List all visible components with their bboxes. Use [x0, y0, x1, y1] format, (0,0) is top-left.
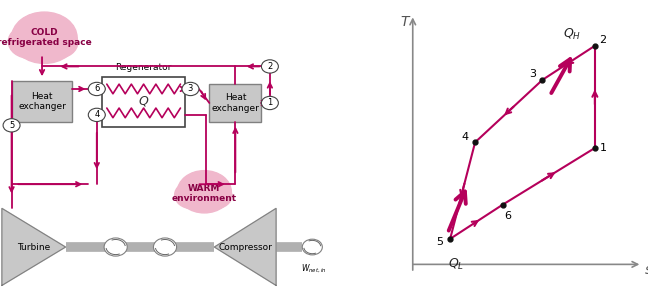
Text: WARM
environment: WARM environment	[172, 184, 237, 203]
Text: T: T	[400, 14, 409, 29]
Circle shape	[8, 25, 51, 58]
Circle shape	[19, 13, 59, 44]
Circle shape	[88, 108, 105, 121]
Circle shape	[184, 172, 216, 197]
Text: Regenerator: Regenerator	[115, 63, 172, 72]
Polygon shape	[214, 208, 276, 285]
Text: 2: 2	[267, 62, 273, 71]
Text: 3: 3	[188, 85, 193, 94]
Circle shape	[32, 14, 71, 44]
Text: s: s	[645, 263, 648, 277]
Text: 1: 1	[600, 143, 607, 153]
FancyBboxPatch shape	[102, 77, 185, 127]
Text: Compressor: Compressor	[218, 243, 272, 252]
Text: 1: 1	[267, 98, 273, 108]
Circle shape	[261, 60, 279, 73]
Circle shape	[154, 238, 177, 256]
FancyBboxPatch shape	[12, 81, 73, 122]
Circle shape	[194, 173, 226, 197]
Circle shape	[175, 181, 210, 209]
Circle shape	[88, 82, 105, 96]
Circle shape	[104, 238, 127, 256]
Text: Q: Q	[139, 95, 148, 108]
Circle shape	[12, 12, 77, 63]
Circle shape	[261, 96, 279, 110]
Text: 4: 4	[94, 110, 99, 119]
Text: $Q_L$: $Q_L$	[448, 257, 465, 272]
Circle shape	[302, 239, 322, 255]
Text: Heat
exchanger: Heat exchanger	[211, 93, 259, 113]
Text: 4: 4	[461, 132, 469, 142]
Text: 5: 5	[437, 237, 444, 247]
Circle shape	[198, 182, 232, 209]
Text: 2: 2	[599, 35, 606, 45]
Circle shape	[178, 171, 231, 213]
Text: 5: 5	[9, 121, 14, 130]
Polygon shape	[2, 208, 65, 285]
Text: $W_{net,in}$: $W_{net,in}$	[301, 263, 327, 275]
FancyBboxPatch shape	[209, 84, 261, 122]
Text: 6: 6	[94, 85, 99, 94]
Text: $Q_H$: $Q_H$	[563, 27, 581, 42]
Circle shape	[182, 82, 199, 96]
Text: Turbine: Turbine	[17, 243, 51, 252]
Text: Heat
exchanger: Heat exchanger	[18, 92, 66, 111]
Text: 3: 3	[529, 69, 536, 79]
Circle shape	[37, 27, 78, 58]
Text: 6: 6	[504, 211, 511, 221]
Circle shape	[3, 119, 20, 132]
Text: COLD
refrigerated space: COLD refrigerated space	[0, 28, 92, 47]
